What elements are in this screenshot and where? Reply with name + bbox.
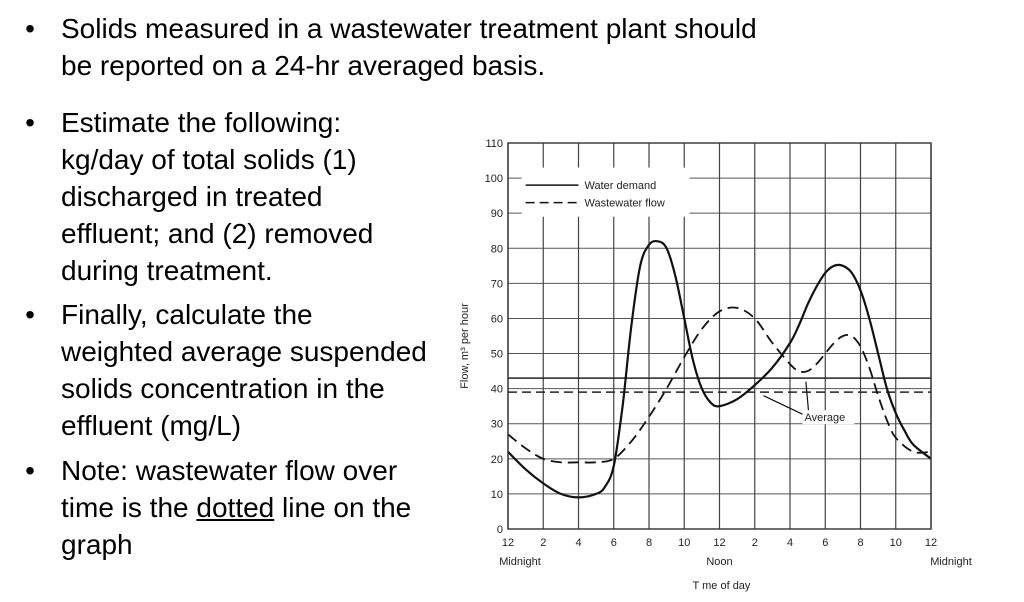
x-sublabel: Midnight [930,556,972,568]
average-annotation: Average [804,412,845,424]
note-underlined-word: dotted [196,492,275,523]
bullet-estimate: • Estimate the following: kg/day of tota… [20,104,440,286]
y-axis-title: Flow, m³ per hour [459,303,471,389]
bullet-marker: • [25,299,35,330]
annotation-arrow [763,395,803,415]
y-tick-label: 100 [485,173,503,185]
bullet-marker: • [25,107,35,138]
x-tick-label: 12 [502,537,514,549]
bullet-finally: • Finally, calculate the weighted averag… [20,296,440,446]
y-tick-label: 90 [491,208,503,220]
bullet-text: Estimate the following: kg/day of total … [61,107,374,286]
y-tick-label: 10 [491,489,503,501]
bullet-marker: • [25,13,35,44]
x-tick-label: 10 [678,537,690,549]
x-tick-label: 12 [713,537,725,549]
water-demand-line [507,239,932,499]
y-tick-label: 0 [497,524,503,536]
annotations: Average [763,381,855,425]
x-tick-label: 12 [925,537,937,549]
annotation-arrow [805,381,810,411]
y-tick-label: 20 [491,454,503,466]
y-tick-label: 80 [491,243,503,255]
y-tick-label: 70 [491,278,503,290]
bullet-text: Finally, calculate the weighted average … [61,299,427,441]
x-sublabel: Noon [706,556,732,568]
legend-label: Wastewater flow [585,198,665,210]
legend: Water demand Wastewater flow [521,167,690,217]
bullet-note: • Note: wastewater flow over time is the… [20,452,440,567]
x-tick-label: 10 [890,537,902,549]
note-text-before: Note: wastewater flow over time is the [61,455,398,523]
wastewater-flow-line [507,306,932,464]
legend-label: Water demand [585,180,657,192]
legend-background [521,167,690,217]
bullet-marker: • [25,455,35,486]
x-sublabel: Midnight [499,556,541,568]
average-lines [508,377,931,393]
x-tick-label: 8 [646,537,652,549]
x-tick-label: 8 [857,537,863,549]
y-tick-label: 60 [491,313,503,325]
bullet-text: Solids measured in a wastewater treatmen… [61,13,757,81]
note-text-after: line on the graph [61,492,412,560]
x-tick-label: 4 [575,537,581,549]
x-axis-title: T me of day [693,580,751,592]
bullet-text: Note: wastewater flow over time is the d… [61,452,411,563]
y-tick-label: 50 [491,349,503,361]
y-tick-label: 30 [491,419,503,431]
y-tick-label: 40 [491,384,503,396]
x-tick-label: 6 [611,537,617,549]
y-tick-label: 110 [485,138,503,150]
bullet-reporting-basis: • Solids measured in a wastewater treatm… [20,10,1010,90]
series [507,239,932,499]
x-tick-label: 2 [540,537,546,549]
flow-chart: 0 10 20 30 40 50 60 70 80 90 100 110 12 2 4 6 8 10 12 2 4 6 8 1… [459,138,972,592]
plot-frame [507,142,932,530]
x-tick-label: 2 [752,537,758,549]
x-tick-label: 6 [822,537,828,549]
x-tick-label: 4 [787,537,793,549]
axes: 0 10 20 30 40 50 60 70 80 90 100 110 12 2 4 6 8 10 12 2 4 6 8 1… [459,138,972,592]
annotation-background [802,410,855,425]
